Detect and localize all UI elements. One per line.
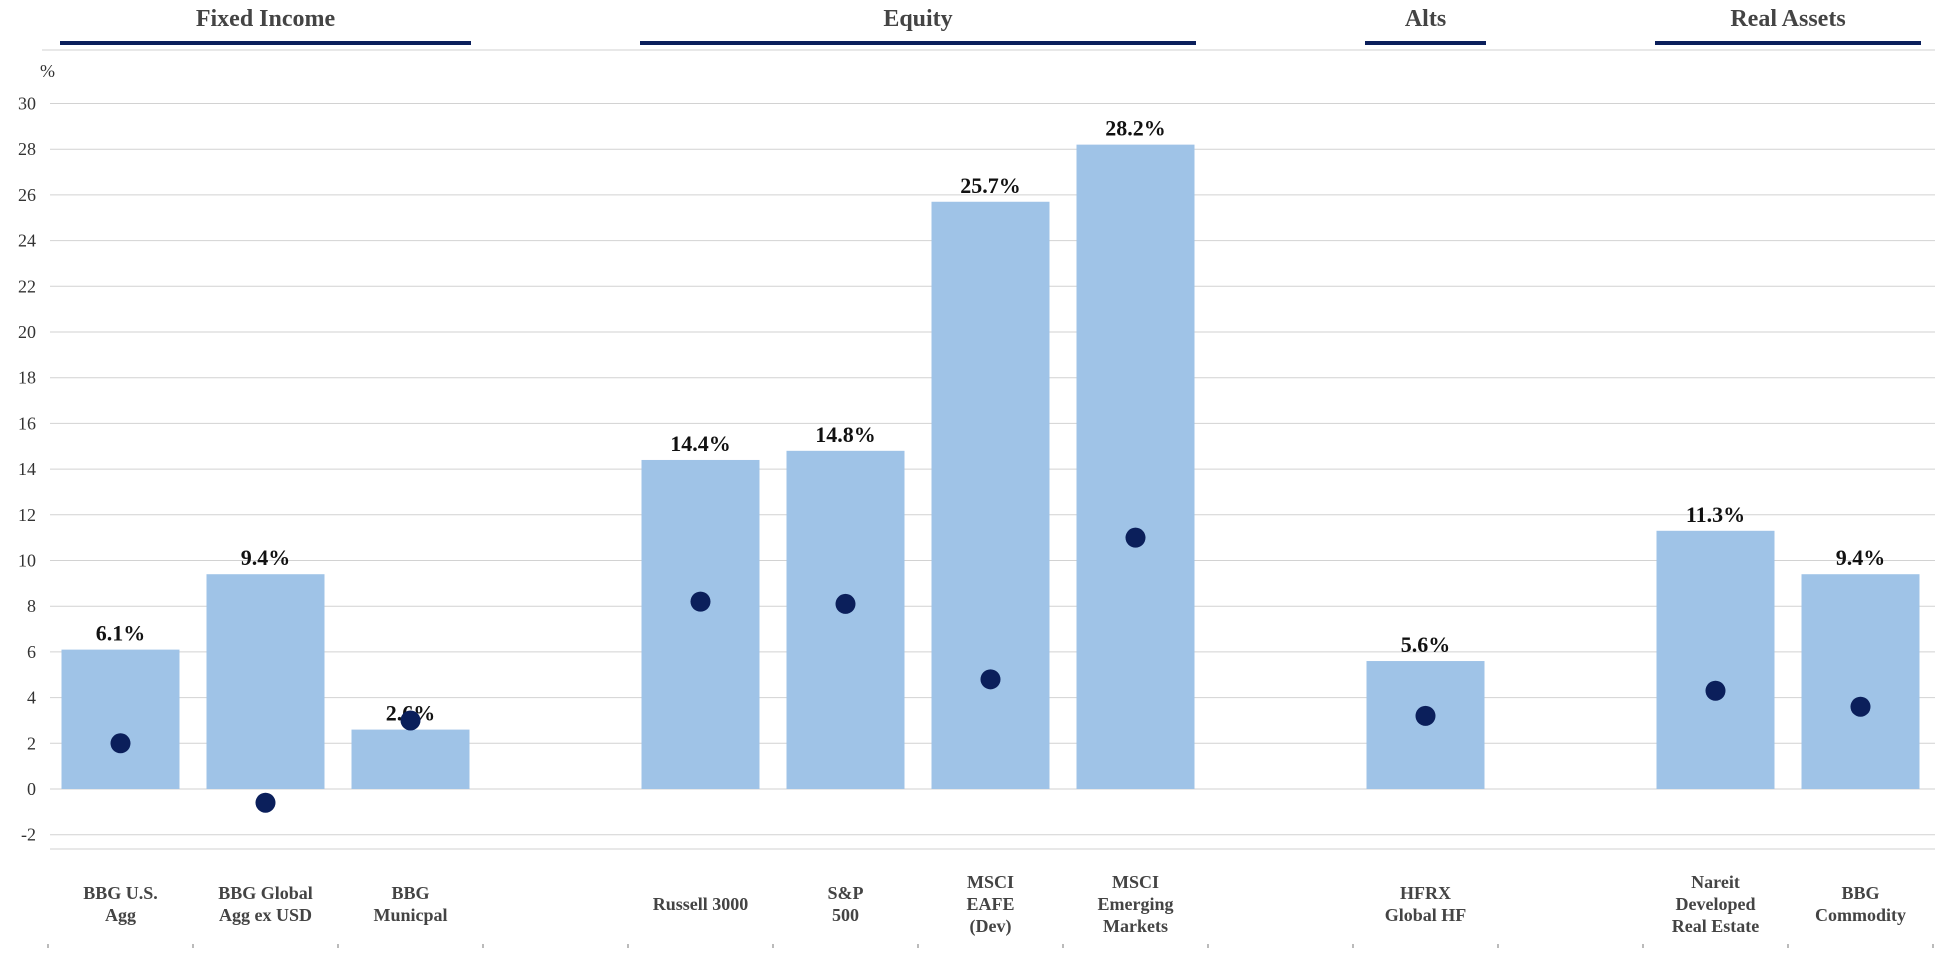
category-label: Russell 3000 bbox=[653, 894, 749, 914]
group-rule bbox=[1365, 41, 1486, 45]
y-tick-label: 26 bbox=[18, 185, 36, 205]
bar bbox=[206, 574, 325, 789]
category-label: Global HF bbox=[1385, 905, 1467, 925]
y-tick-label: 28 bbox=[18, 139, 36, 159]
bar bbox=[786, 450, 905, 789]
marker-dot bbox=[110, 733, 131, 754]
bar bbox=[351, 729, 470, 789]
category-label: BBG bbox=[391, 883, 429, 903]
category-label: HFRX bbox=[1400, 883, 1451, 903]
y-tick-label: 20 bbox=[18, 322, 36, 342]
y-tick-label: 16 bbox=[18, 413, 36, 433]
category-label: 500 bbox=[832, 905, 859, 925]
marker-dot bbox=[1850, 696, 1871, 717]
group-header: Real Assets bbox=[1730, 6, 1845, 32]
bar bbox=[61, 649, 180, 789]
bar bbox=[1801, 574, 1920, 789]
category-label: Agg bbox=[105, 905, 136, 925]
y-unit-label: % bbox=[40, 61, 55, 81]
category-label: (Dev) bbox=[970, 916, 1012, 937]
category-label: Real Estate bbox=[1672, 916, 1759, 936]
y-tick-label: -2 bbox=[21, 825, 36, 845]
category-label: BBG U.S. bbox=[83, 883, 158, 903]
group-rule bbox=[1655, 41, 1921, 45]
category-label: Markets bbox=[1103, 916, 1168, 936]
marker-dot bbox=[690, 591, 711, 612]
bar-value-label: 5.6% bbox=[1401, 632, 1451, 657]
y-tick-label: 4 bbox=[27, 688, 36, 708]
bar-value-label: 14.8% bbox=[815, 422, 876, 447]
category-label: Agg ex USD bbox=[219, 905, 312, 925]
y-tick-label: 10 bbox=[18, 551, 36, 571]
group-header: Fixed Income bbox=[196, 6, 336, 32]
group-rule bbox=[60, 41, 471, 45]
bar-value-label: 28.2% bbox=[1105, 116, 1166, 141]
category-label: S&P bbox=[828, 883, 864, 903]
category-label: Nareit bbox=[1691, 872, 1740, 892]
marker-dot bbox=[255, 792, 276, 813]
y-tick-label: 22 bbox=[18, 276, 36, 296]
marker-dot bbox=[980, 669, 1001, 690]
y-tick-label: 30 bbox=[18, 94, 36, 114]
category-label: Emerging bbox=[1098, 894, 1174, 914]
marker-dot bbox=[1415, 705, 1436, 726]
bar-value-label: 9.4% bbox=[241, 545, 291, 570]
category-label: Municpal bbox=[373, 905, 447, 925]
bar bbox=[641, 459, 760, 789]
marker-dot bbox=[1125, 527, 1146, 548]
group-rule bbox=[640, 41, 1196, 45]
marker-dot bbox=[400, 710, 421, 731]
category-label: BBG Global bbox=[218, 883, 313, 903]
bar bbox=[1076, 144, 1195, 789]
category-label: EAFE bbox=[966, 894, 1014, 914]
bar-value-label: 11.3% bbox=[1686, 502, 1745, 527]
category-label: MSCI bbox=[1112, 872, 1159, 892]
bar-value-label: 9.4% bbox=[1836, 545, 1886, 570]
category-label: MSCI bbox=[967, 872, 1014, 892]
marker-dot bbox=[1705, 680, 1726, 701]
y-tick-label: 2 bbox=[27, 733, 36, 753]
bar-value-label: 14.4% bbox=[670, 431, 731, 456]
bar-value-label: 25.7% bbox=[960, 173, 1021, 198]
y-tick-label: 6 bbox=[27, 642, 36, 662]
y-tick-label: 24 bbox=[18, 231, 36, 251]
group-header: Alts bbox=[1405, 6, 1446, 32]
bar bbox=[931, 201, 1050, 789]
marker-dot bbox=[835, 593, 856, 614]
category-label: BBG bbox=[1841, 883, 1879, 903]
category-label: Commodity bbox=[1815, 905, 1906, 925]
y-tick-label: 0 bbox=[27, 779, 36, 799]
group-header: Equity bbox=[883, 6, 952, 32]
y-tick-label: 14 bbox=[18, 459, 36, 479]
y-tick-label: 18 bbox=[18, 368, 36, 388]
category-label: Developed bbox=[1676, 894, 1756, 914]
bar-value-label: 6.1% bbox=[96, 621, 146, 646]
y-tick-label: 12 bbox=[18, 505, 36, 525]
y-tick-label: 8 bbox=[27, 596, 36, 616]
bar bbox=[1656, 530, 1775, 789]
